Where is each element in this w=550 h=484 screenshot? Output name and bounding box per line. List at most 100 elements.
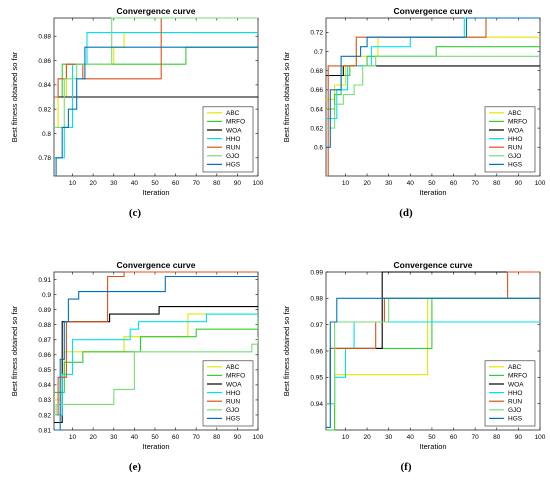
series-line-gjo (326, 55, 540, 129)
legend-entry-mrfo: MRFO (508, 373, 527, 380)
x-tick-label: 40 (407, 434, 415, 441)
series-group (326, 271, 540, 431)
legend-entry-run: RUN (226, 399, 240, 406)
y-tick-label: 0.94 (310, 401, 323, 408)
y-tick-label: 0.78 (38, 155, 51, 162)
series-line-run (54, 17, 258, 98)
x-axis-label: Iteration (142, 188, 169, 197)
y-tick-label: 0.82 (38, 106, 51, 113)
x-tick-label: 20 (90, 434, 98, 441)
x-tick-label: 80 (493, 180, 501, 187)
panel-caption-c: (c) (128, 207, 142, 219)
legend-entry-gjo: GJO (226, 407, 239, 414)
y-tick-label: 0.86 (38, 58, 51, 65)
legend-entry-abc: ABC (508, 364, 522, 371)
x-tick-label: 70 (472, 434, 480, 441)
x-tick-label: 90 (515, 434, 523, 441)
y-axis-label: Best fitness obtained so far (282, 305, 291, 396)
x-tick-label: 90 (515, 180, 523, 187)
y-tick-label: 0.9 (42, 292, 51, 299)
chart-panel-e: Convergence curve Iteration Best fitness o… (10, 260, 264, 451)
legend-entry-gjo: GJO (508, 153, 521, 160)
chart-title: Convergence curve (117, 6, 196, 16)
legend-entry-abc: ABC (508, 110, 522, 117)
panel-caption-d: (d) (399, 207, 413, 219)
panel-caption-f: (f) (400, 461, 412, 473)
y-tick-label: 0.89 (38, 307, 51, 314)
legend-entry-hgs: HGS (226, 416, 241, 423)
series-group (326, 17, 540, 177)
legend-entry-hho: HHO (226, 136, 240, 143)
chart-title: Convergence curve (117, 260, 196, 270)
series-line-run (54, 271, 258, 416)
y-axis-label: Best fitness obtained so far (10, 51, 19, 142)
x-tick-label: 10 (69, 180, 77, 187)
x-tick-label: 10 (342, 180, 350, 187)
panel-caption-e: (e) (128, 461, 142, 473)
chart-panel-f: Convergence curve Iteration Best fitness o… (282, 260, 546, 451)
y-tick-label: 0.68 (310, 68, 323, 75)
x-tick-label: 20 (363, 434, 371, 441)
x-tick-label: 80 (213, 434, 221, 441)
x-tick-label: 70 (472, 180, 480, 187)
series-line-gjo (54, 17, 258, 128)
series-line-run (326, 17, 540, 177)
legend-entry-abc: ABC (226, 364, 240, 371)
legend-box (202, 106, 254, 173)
legend-entry-mrfo: MRFO (226, 119, 245, 126)
y-tick-label: 0.83 (38, 397, 51, 404)
y-tick-label: 0.7 (314, 49, 323, 56)
legend-entry-hho: HHO (508, 390, 522, 397)
x-tick-label: 20 (363, 180, 371, 187)
x-tick-label: 60 (450, 180, 458, 187)
legend-entry-woa: WOA (226, 127, 242, 134)
x-tick-label: 20 (90, 180, 98, 187)
x-tick-label: 50 (428, 180, 436, 187)
legend-entry-abc: ABC (226, 110, 240, 117)
x-tick-label: 50 (151, 434, 159, 441)
y-tick-label: 0.91 (38, 277, 51, 284)
x-tick-label: 10 (69, 434, 77, 441)
x-tick-label: 90 (234, 180, 242, 187)
chart-title: Convergence curve (394, 260, 473, 270)
series-line-hgs (54, 46, 258, 177)
x-tick-label: 60 (172, 434, 180, 441)
legend-entry-hho: HHO (508, 136, 522, 143)
x-tick-label: 80 (213, 180, 221, 187)
y-tick-label: 0.81 (38, 427, 51, 434)
x-tick-label: 60 (450, 434, 458, 441)
chart-title: Convergence curve (394, 6, 473, 16)
y-tick-label: 0.72 (310, 30, 323, 37)
y-tick-label: 0.84 (38, 382, 51, 389)
x-tick-label: 100 (535, 434, 546, 441)
y-tick-label: 0.62 (310, 125, 323, 132)
x-tick-label: 40 (407, 180, 415, 187)
y-tick-label: 0.88 (38, 34, 51, 41)
legend-entry-hgs: HGS (508, 162, 523, 169)
series-line-hgs (326, 17, 540, 148)
x-tick-label: 30 (110, 180, 118, 187)
y-tick-label: 0.66 (310, 87, 323, 94)
x-axis-label: Iteration (419, 188, 446, 197)
series-line-mrfo (326, 46, 540, 110)
y-tick-label: 0.99 (310, 269, 323, 276)
x-tick-label: 90 (234, 434, 242, 441)
legend-entry-hgs: HGS (226, 162, 241, 169)
y-axis-label: Best fitness obtained so far (10, 305, 19, 396)
x-tick-label: 100 (253, 434, 264, 441)
y-tick-label: 0.82 (38, 412, 51, 419)
y-tick-label: 0.8 (42, 131, 51, 138)
y-tick-label: 0.95 (310, 375, 323, 382)
legend-entry-run: RUN (508, 399, 522, 406)
y-tick-label: 0.86 (38, 352, 51, 359)
y-tick-label: 0.85 (38, 367, 51, 374)
y-axis-label: Best fitness obtained so far (282, 51, 291, 142)
legend-entry-mrfo: MRFO (226, 373, 245, 380)
series-line-hgs (326, 297, 540, 428)
legend-entry-woa: WOA (508, 127, 524, 134)
x-tick-label: 70 (193, 180, 201, 187)
